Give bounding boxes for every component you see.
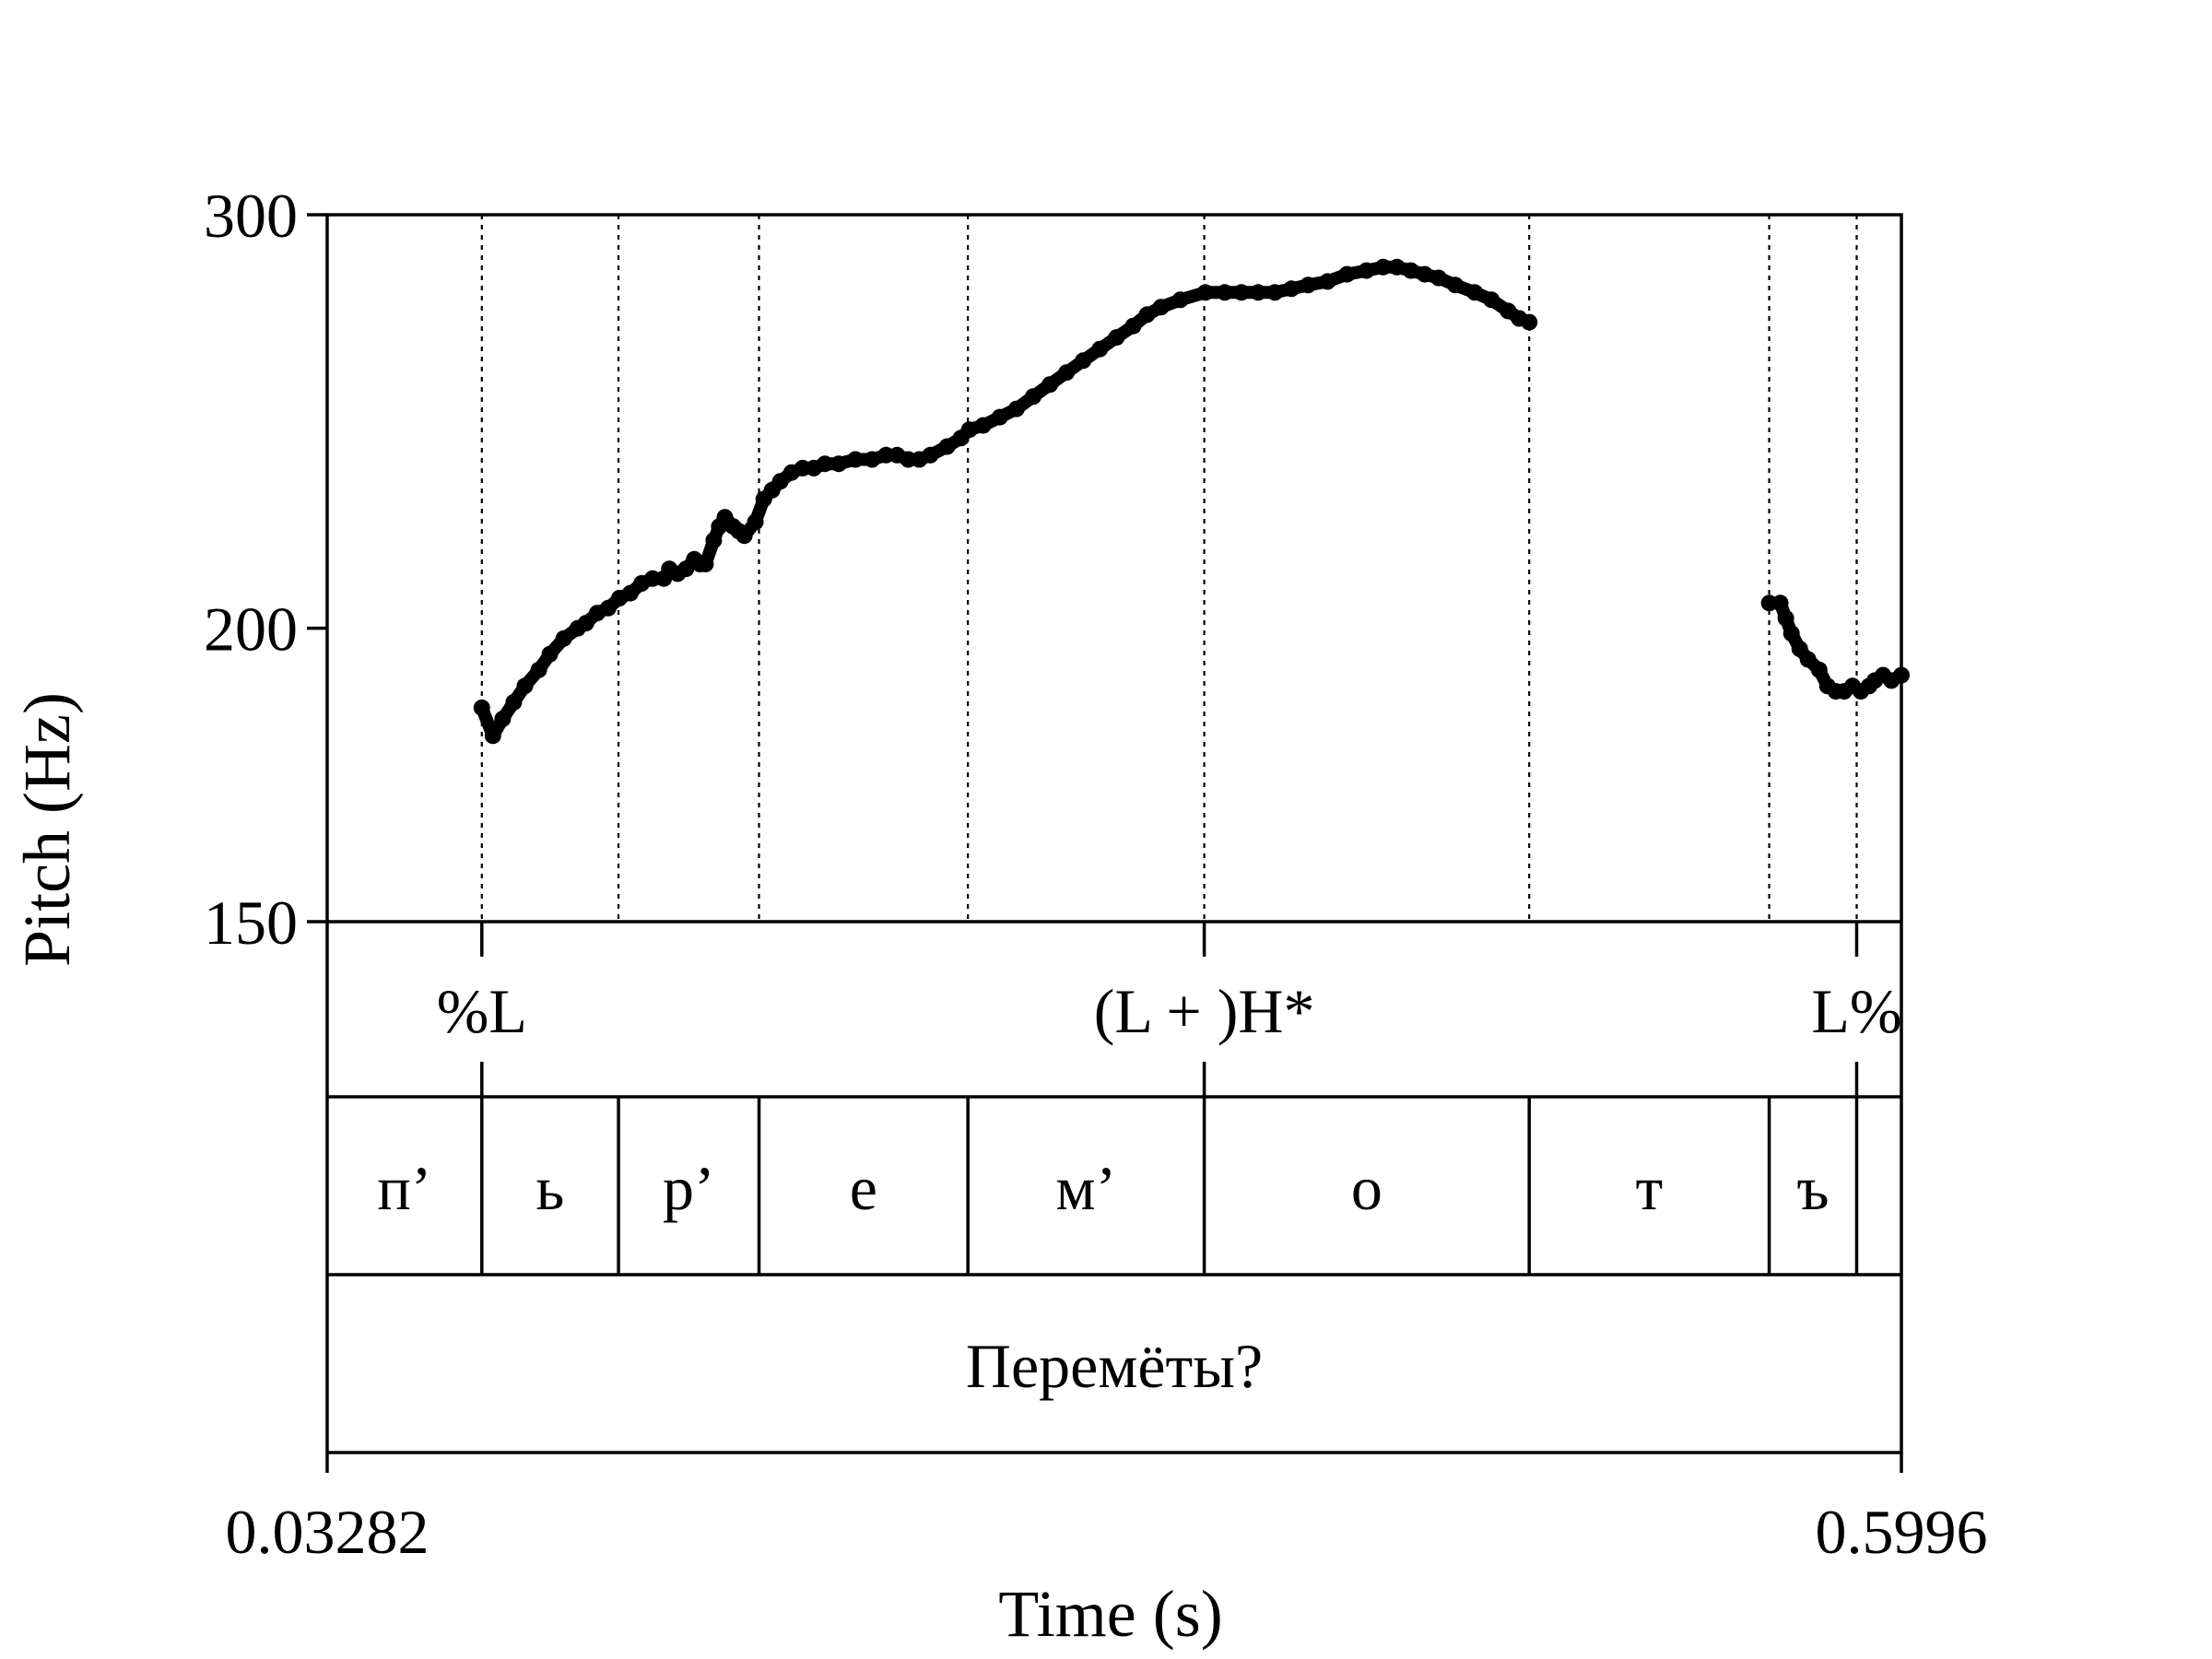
- pitch-point: [830, 455, 847, 473]
- pitch-point: [1416, 265, 1433, 283]
- pitch-point: [817, 455, 833, 473]
- pitch-point: [697, 556, 714, 572]
- pitch-point: [1893, 666, 1910, 684]
- pitch-point: [516, 677, 534, 695]
- tone-label: %L: [437, 976, 527, 1046]
- pitch-point: [1216, 284, 1233, 301]
- x-tick-label: 0.5996: [1816, 1497, 1988, 1567]
- plot-border: [325, 213, 1903, 1454]
- pitch-point: [473, 699, 490, 716]
- y-tick-label: 150: [204, 888, 298, 958]
- plot-frame: [325, 213, 1903, 1454]
- pitch-point: [705, 532, 723, 549]
- pitch-point: [1483, 291, 1500, 309]
- x-axis-label: Time (s): [998, 1577, 1222, 1651]
- pitch-point: [1447, 276, 1464, 294]
- pitch-point: [960, 421, 978, 439]
- pitch-point: [1374, 258, 1392, 276]
- y-tick-label: 300: [204, 181, 298, 251]
- pitch-point: [1266, 284, 1284, 301]
- pitch-point: [747, 513, 764, 531]
- y-axis-label: Pitch (Hz): [10, 692, 84, 967]
- pitch-point: [1466, 284, 1484, 301]
- pitch-point: [1521, 313, 1538, 331]
- pitch-point: [1138, 306, 1156, 324]
- pitch-track: [473, 258, 1910, 745]
- pitch-point: [1196, 284, 1214, 301]
- pitch-point: [1171, 291, 1189, 309]
- pitch-point: [1041, 376, 1059, 394]
- segment-label: п’: [377, 1153, 431, 1223]
- tone-tier: %L (L + )H* L%: [437, 922, 1902, 1097]
- pitch-contour: [475, 260, 1536, 743]
- pitch-point: [922, 446, 939, 464]
- pitch-point: [484, 727, 501, 745]
- x-tick-label: 0.03282: [226, 1497, 429, 1567]
- pitch-point: [1771, 594, 1789, 612]
- segment-label: р’: [663, 1153, 715, 1223]
- pitch-point: [1358, 262, 1375, 279]
- y-tick-label: 200: [204, 594, 298, 665]
- pitch-point: [991, 408, 1008, 426]
- pitch-point: [1250, 284, 1267, 301]
- pitch-point: [864, 451, 881, 468]
- pitch-point: [1810, 661, 1828, 678]
- pitch-point: [771, 473, 789, 490]
- pitch-point: [530, 661, 547, 678]
- pitch-point: [1799, 651, 1817, 668]
- pitch-point: [1058, 364, 1076, 382]
- segment-label: м’: [1056, 1153, 1117, 1223]
- pitch-point: [1152, 299, 1170, 316]
- word-label: Перемёты?: [966, 1331, 1263, 1401]
- segment-label: ь: [535, 1153, 564, 1223]
- pitch-point: [1783, 625, 1800, 642]
- pitch-point: [1777, 609, 1794, 627]
- pitch-point: [555, 629, 572, 647]
- word-tier: Перемёты?: [966, 1331, 1263, 1401]
- pitch-point: [1233, 284, 1250, 301]
- boundary-lines: [480, 215, 1859, 1275]
- segment-label: т: [1636, 1153, 1664, 1223]
- tone-label: (L + )H*: [1094, 976, 1315, 1046]
- pitch-point: [505, 694, 523, 711]
- pitch-point: [599, 599, 617, 617]
- pitch-point: [577, 615, 594, 632]
- pitch-point: [494, 711, 512, 727]
- pitch-point: [622, 584, 639, 602]
- tone-label: L%: [1811, 976, 1901, 1046]
- pitch-point: [735, 527, 753, 545]
- pitch-point: [1388, 258, 1406, 276]
- pitch-point: [974, 417, 992, 434]
- pitch-point: [847, 451, 865, 468]
- pitch-point: [1319, 273, 1336, 290]
- pitch-point: [1124, 317, 1142, 335]
- pitch-point: [1300, 276, 1317, 294]
- pitch-point: [1283, 280, 1300, 298]
- pitch-point: [1007, 400, 1025, 418]
- pitch-point: [541, 645, 559, 663]
- pitch-point: [1430, 269, 1447, 287]
- pitch-point: [1108, 329, 1125, 347]
- pitch-point: [938, 438, 956, 455]
- segment-label: ъ: [1796, 1153, 1829, 1223]
- segment-tier: п’ ь р’ е м’ о т ъ: [377, 1153, 1829, 1223]
- pitch-point: [1075, 352, 1092, 370]
- pitch-point: [1091, 340, 1109, 358]
- x-axis: 0.03282 0.5996: [226, 1453, 1988, 1567]
- segment-label: о: [1351, 1153, 1382, 1223]
- pitch-point: [1338, 265, 1356, 283]
- pitch-point: [1025, 388, 1041, 406]
- y-axis: 150 200 300: [204, 181, 327, 958]
- segment-label: е: [850, 1153, 877, 1223]
- pitch-point: [1402, 262, 1419, 279]
